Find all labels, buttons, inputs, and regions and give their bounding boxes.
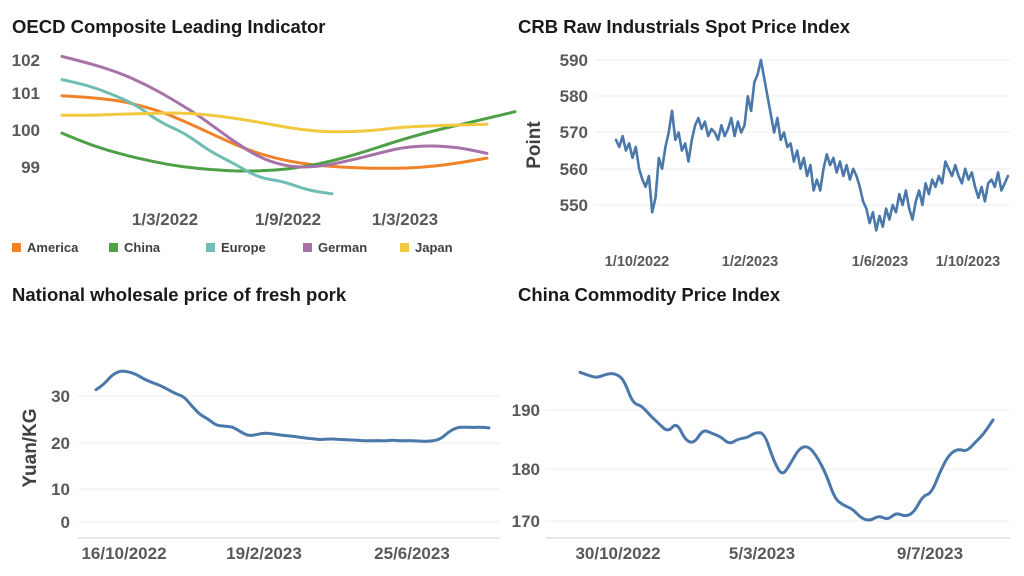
- crb-y-tick-label: 560: [560, 160, 588, 179]
- crb-x-tick-label: 1/6/2023: [852, 254, 908, 270]
- crb-y-tick-label: 590: [560, 51, 588, 70]
- legend-label-german: German: [318, 240, 368, 255]
- ccpi-x-tick-label: 5/3/2023: [729, 544, 795, 563]
- oecd-series-line-china: [60, 110, 517, 173]
- legend-item-china: China: [109, 240, 206, 255]
- legend-label-europe: Europe: [221, 240, 266, 255]
- crb-y-tick-label: 570: [560, 123, 588, 142]
- ccpi-chart-title: China Commodity Price Index: [518, 284, 781, 305]
- oecd-x-tick-label: 1/3/2022: [132, 210, 198, 229]
- legend-item-japan: Japan: [400, 240, 497, 255]
- ccpi-x-tick-label: 30/10/2022: [575, 544, 660, 563]
- crb-y-tick-label: 550: [560, 196, 588, 215]
- ccpi-y-tick-label: 170: [512, 512, 540, 531]
- crb-y-tick-label: 580: [560, 87, 588, 106]
- pork-x-tick-label: 19/2/2023: [226, 544, 302, 563]
- crb-y-axis-label: Point: [524, 121, 545, 169]
- pork-x-tick-label: 25/6/2023: [374, 544, 450, 563]
- oecd-series-line-europe: [60, 78, 334, 196]
- oecd-x-tick-label: 1/9/2022: [255, 210, 321, 229]
- pork-y-axis-label: Yuan/KG: [20, 408, 41, 487]
- oecd-x-tick-label: 1/3/2023: [372, 210, 438, 229]
- pork-x-tick-label: 16/10/2022: [81, 544, 166, 563]
- crb-series-line: [614, 58, 1010, 232]
- ccpi-y-tick-label: 180: [512, 460, 540, 479]
- legend-label-america: America: [27, 240, 79, 255]
- oecd-chart-title: OECD Composite Leading Indicator: [12, 16, 326, 37]
- legend-swatch-german: [303, 243, 312, 252]
- legend-swatch-europe: [206, 243, 215, 252]
- ccpi-y-tick-label: 190: [512, 401, 540, 420]
- legend-item-german: German: [303, 240, 400, 255]
- oecd-series-line-german: [60, 54, 489, 169]
- oecd-y-tick-label: 99: [21, 158, 40, 177]
- crb-x-tick-label: 1/10/2022: [605, 254, 670, 270]
- oecd-series-line-japan: [60, 111, 489, 134]
- ccpi-x-tick-label: 9/7/2023: [897, 544, 963, 563]
- pork-y-tick-label: 30: [51, 387, 70, 406]
- ccpi-series-line: [578, 370, 995, 522]
- oecd-legend: America China Europe German Japan: [12, 240, 497, 255]
- legend-item-america: America: [12, 240, 109, 255]
- oecd-y-tick-label: 101: [12, 84, 40, 103]
- oecd-y-tick-label: 102: [12, 51, 40, 70]
- crb-chart-title: CRB Raw Industrials Spot Price Index: [518, 16, 851, 37]
- crb-x-tick-label: 1/2/2023: [722, 254, 778, 270]
- legend-label-japan: Japan: [415, 240, 453, 255]
- legend-swatch-japan: [400, 243, 409, 252]
- pork-series-line: [94, 369, 491, 443]
- legend-swatch-america: [12, 243, 21, 252]
- legend-swatch-china: [109, 243, 118, 252]
- legend-item-europe: Europe: [206, 240, 303, 255]
- crb-x-tick-label: 1/10/2023: [936, 254, 1001, 270]
- legend-label-china: China: [124, 240, 161, 255]
- pork-y-tick-label: 20: [51, 434, 70, 453]
- pork-y-tick-label: 0: [61, 513, 70, 532]
- pork-chart-title: National wholesale price of fresh pork: [12, 284, 347, 305]
- oecd-y-tick-label: 100: [12, 121, 40, 140]
- oecd-series-line-america: [60, 94, 489, 170]
- pork-y-tick-label: 10: [51, 480, 70, 499]
